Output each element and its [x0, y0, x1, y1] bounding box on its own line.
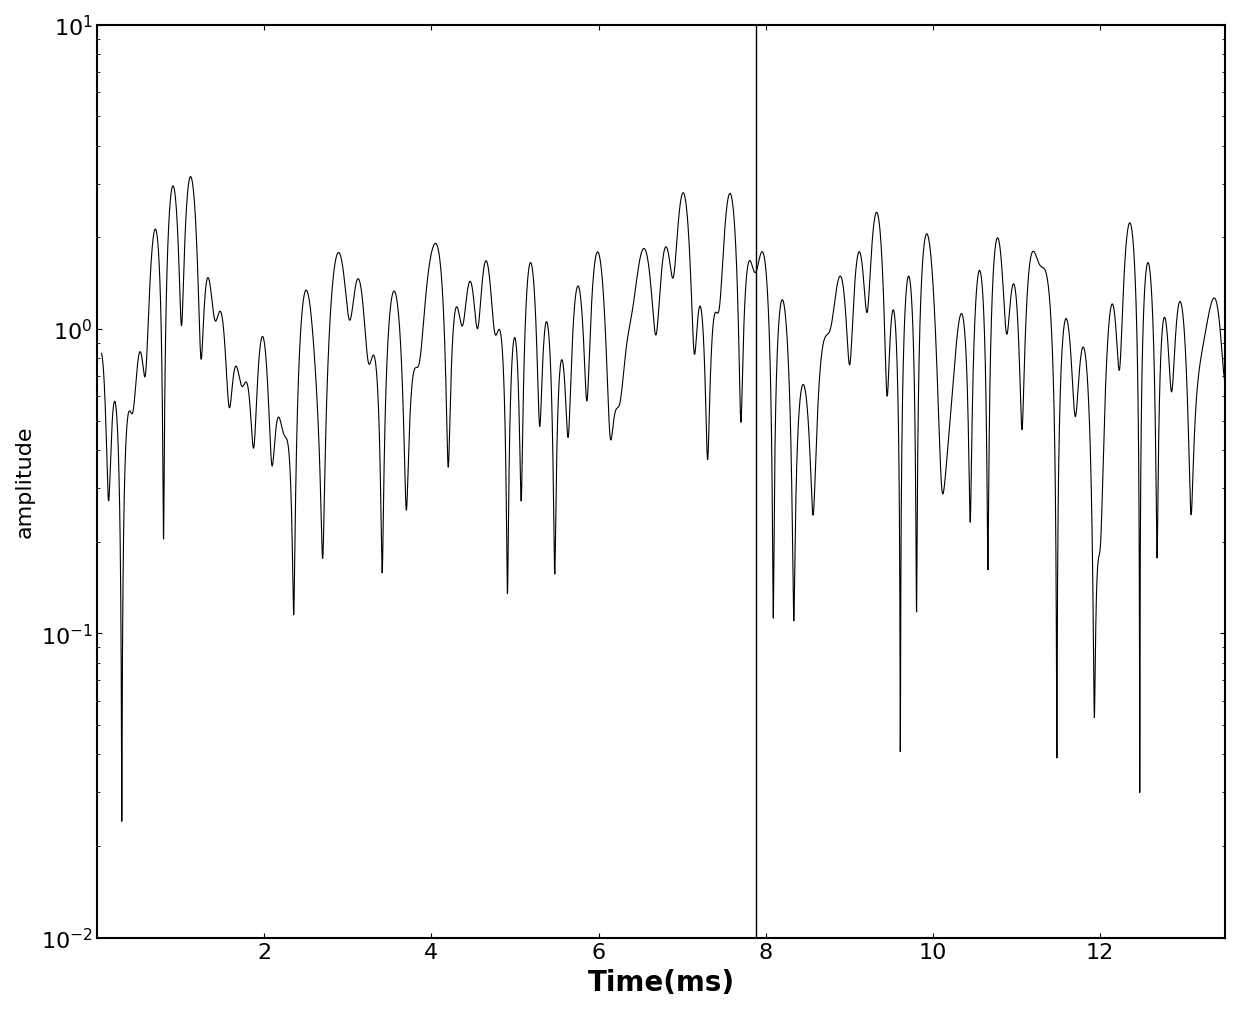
Y-axis label: amplitude: amplitude — [15, 426, 35, 538]
X-axis label: Time(ms): Time(ms) — [588, 969, 735, 996]
